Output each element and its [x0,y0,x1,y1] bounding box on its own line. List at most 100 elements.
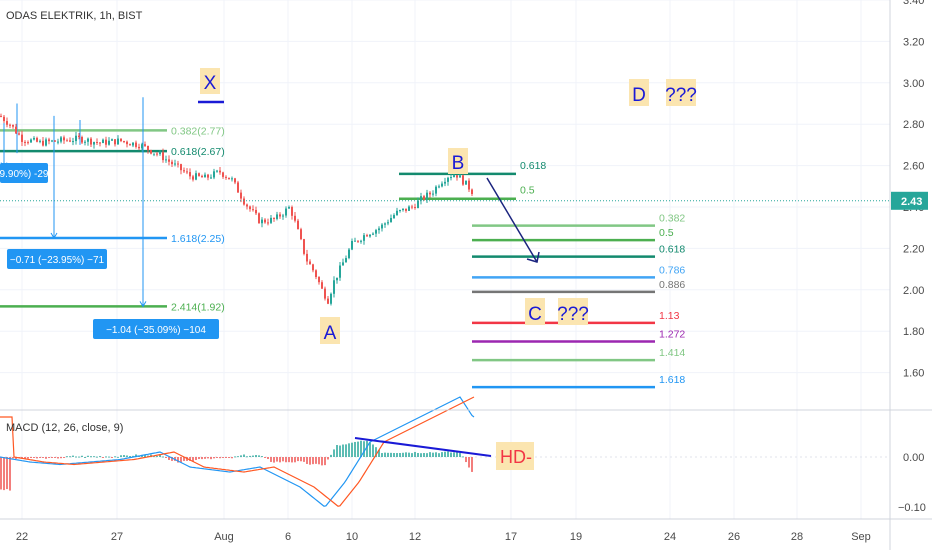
candle-up [381,224,383,229]
measure-label: −1.04 (−35.09%) −104 [106,325,206,336]
macd-histogram-bar [243,454,245,457]
macd-histogram-bar [291,457,293,463]
candle-up [348,249,350,259]
macd-histogram-bar [282,457,284,462]
macd-histogram-bar [81,455,83,457]
macd-histogram-bar [105,456,107,458]
fib-label: 1.618(2.25) [171,233,225,245]
macd-histogram-bar [381,453,383,457]
macd-histogram-bar [36,457,38,459]
candle-down [90,138,92,145]
candle-up [441,183,443,187]
divergence-tag [496,442,534,470]
macd-histogram-bar [213,457,215,459]
price-tick-label: 2.60 [903,161,924,173]
macd-histogram-bar [246,456,248,458]
macd-histogram-bar [87,455,89,457]
macd-histogram-bar [303,457,305,462]
candle-down [246,204,248,207]
candle-down [129,144,131,146]
macd-histogram-bar [207,457,209,459]
macd-histogram-bar [0,457,2,490]
price-tick-label: 1.60 [903,368,924,380]
candle-up [60,137,62,142]
macd-histogram-bar [216,457,218,458]
macd-histogram-bar [231,457,233,459]
candle-up [375,230,377,234]
candle-up [372,233,374,235]
candle-up [438,186,440,188]
candle-down [162,152,164,161]
macd-histogram-bar [321,457,323,466]
macd-histogram-bar [93,456,95,458]
macd-histogram-bar [222,457,224,458]
extension-label: 0.382 [659,213,685,225]
macd-histogram-bar [441,452,443,457]
candle-down [123,141,125,143]
macd-histogram-bar [45,457,47,459]
macd-histogram-bar [471,457,473,472]
candle-up [465,180,467,185]
macd-histogram-bar [102,457,104,458]
macd-histogram-bar [456,452,458,457]
candle-up [84,141,86,143]
candle-down [105,139,107,145]
price-tick-label: 1.80 [903,326,924,338]
candle-up [30,139,32,143]
chart-title: ODAS ELEKTRIK, 1h, BIST [6,10,143,22]
macd-histogram-bar [300,457,302,462]
candle-down [12,124,14,127]
macd-histogram-bar [228,457,230,458]
candle-down [0,115,2,117]
candle-up [417,200,419,209]
candle-down [24,141,26,143]
macd-histogram-bar [306,457,308,464]
candle-down [294,215,296,221]
measure-tool: 9.90%) -29 −0.71 (−23.95%) −71 −1.04 (−35.… [0,97,219,339]
macd-histogram-bar [462,456,464,458]
candle-down [429,192,431,195]
candle-down [42,140,44,146]
price-tick-label: 3.00 [903,78,924,90]
macd-histogram-bar [324,457,326,466]
macd-histogram-bar [177,457,179,463]
macd-histogram-bar [330,454,332,457]
candle-down [300,229,302,240]
candle-down [147,145,149,151]
macd-histogram-bar [69,456,71,458]
candle-down [168,159,170,162]
candle-down [99,142,101,144]
macd-histogram-bar [192,457,194,462]
candle-up [213,171,215,178]
macd-histogram-bar [144,455,146,457]
candle-up [87,138,89,142]
signal-line [0,396,475,507]
candle-down [69,140,71,142]
time-tick-label: 22 [16,531,28,543]
candle-down [297,220,299,230]
candle-up [153,153,155,155]
candle-down [15,126,17,134]
macd-histogram-bar [252,455,254,457]
fib-label: 0.618(2.67) [171,146,225,158]
candle-up [51,140,53,142]
macd-histogram-bar [336,445,338,457]
macd-histogram-bar [12,457,14,459]
candle-up [93,142,95,145]
last-price-tag [891,191,928,210]
candle-down [21,134,23,142]
fib-label: 0.382(2.77) [171,125,225,137]
candle-up [276,214,278,219]
macd-histogram-bar [249,455,251,457]
wave-label-x-bg [200,68,220,94]
candle-up [45,139,47,146]
macd-histogram-bar [15,457,17,460]
macd-histogram-bar [450,452,452,457]
candle-up [351,241,353,250]
macd-histogram-bar [30,457,32,458]
macd-histogram-bar [171,457,173,461]
candle-down [279,214,281,217]
macd-histogram-bar [210,457,212,460]
candle-up [285,208,287,216]
